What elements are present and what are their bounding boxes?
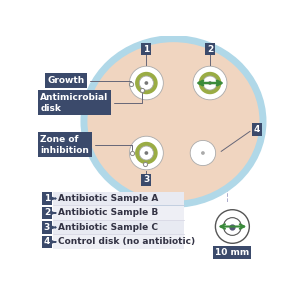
FancyBboxPatch shape: [53, 235, 184, 249]
Circle shape: [190, 140, 216, 166]
Text: Zone of
inhibition: Zone of inhibition: [40, 135, 132, 155]
Text: 3: 3: [44, 223, 50, 232]
Ellipse shape: [84, 39, 263, 204]
Circle shape: [208, 81, 212, 85]
Circle shape: [193, 66, 227, 100]
Text: 2: 2: [44, 208, 50, 218]
FancyBboxPatch shape: [53, 221, 184, 234]
Text: 4: 4: [44, 238, 50, 246]
Text: 10 mm: 10 mm: [215, 248, 250, 258]
Circle shape: [135, 142, 158, 164]
Text: Antibiotic Sample C: Antibiotic Sample C: [58, 223, 158, 232]
Text: Control disk (no antibiotic): Control disk (no antibiotic): [58, 238, 195, 246]
Circle shape: [130, 136, 163, 170]
Circle shape: [139, 146, 154, 160]
FancyBboxPatch shape: [53, 192, 184, 205]
Text: Antibiotic Sample B: Antibiotic Sample B: [58, 208, 158, 218]
Circle shape: [135, 72, 158, 94]
Text: 1: 1: [44, 194, 50, 203]
Circle shape: [199, 72, 221, 94]
Circle shape: [130, 66, 163, 100]
Text: 1: 1: [143, 45, 150, 54]
Text: Antimicrobial
disk: Antimicrobial disk: [40, 93, 142, 112]
Circle shape: [144, 81, 148, 85]
Text: 2: 2: [207, 45, 213, 54]
Text: 4: 4: [254, 125, 260, 134]
Text: Growth: Growth: [47, 76, 131, 85]
Circle shape: [201, 151, 205, 155]
Circle shape: [139, 76, 154, 90]
FancyBboxPatch shape: [53, 206, 184, 220]
Text: 3: 3: [143, 175, 150, 184]
Circle shape: [144, 151, 148, 155]
Text: Antibiotic Sample A: Antibiotic Sample A: [58, 194, 158, 203]
Circle shape: [203, 76, 217, 90]
